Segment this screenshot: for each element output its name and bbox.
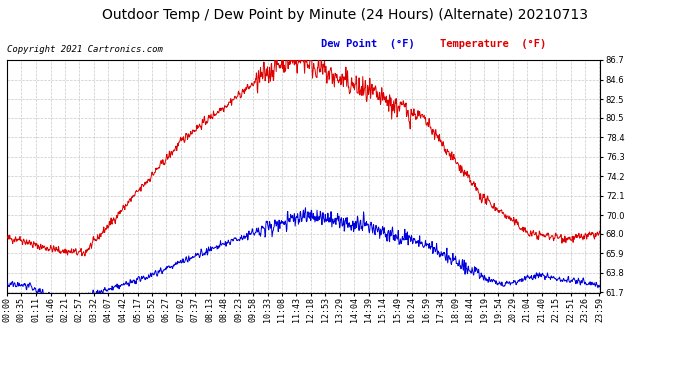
Text: Copyright 2021 Cartronics.com: Copyright 2021 Cartronics.com xyxy=(7,45,163,54)
Text: Temperature  (°F): Temperature (°F) xyxy=(440,39,546,49)
Text: Outdoor Temp / Dew Point by Minute (24 Hours) (Alternate) 20210713: Outdoor Temp / Dew Point by Minute (24 H… xyxy=(102,8,588,21)
Text: Dew Point  (°F): Dew Point (°F) xyxy=(322,39,415,49)
